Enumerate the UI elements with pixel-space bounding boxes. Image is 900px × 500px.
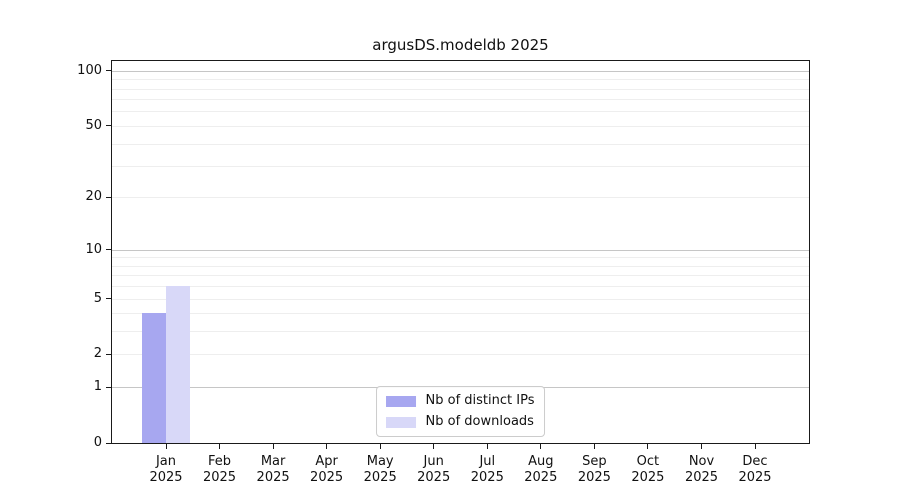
legend-swatch-downloads xyxy=(385,416,416,428)
x-tick xyxy=(219,444,220,449)
y-tick-label: 0 xyxy=(93,435,102,450)
x-tick-label: Oct 2025 xyxy=(631,454,665,485)
y-tick xyxy=(106,196,111,198)
x-tick xyxy=(272,444,274,449)
x-tick xyxy=(379,444,381,449)
y-tick-label: 50 xyxy=(85,117,102,133)
y-tick-label: 1 xyxy=(93,379,102,395)
y-minor-gridline xyxy=(112,298,809,300)
legend: Nb of distinct IPs Nb of downloads xyxy=(375,386,546,437)
y-minor-gridline xyxy=(112,275,809,277)
y-minor-gridline xyxy=(112,286,809,288)
bar-jan-distinct-ips xyxy=(142,313,166,443)
x-tick-label: Nov 2025 xyxy=(684,454,719,485)
x-tick-label: May 2025 xyxy=(363,454,397,485)
y-tick-label: 20 xyxy=(85,189,102,205)
x-tick xyxy=(486,444,488,449)
y-tick xyxy=(106,249,111,251)
x-tick-label: Jan 2025 xyxy=(149,454,183,485)
bar-jan-downloads xyxy=(166,286,190,443)
y-tick xyxy=(106,353,111,355)
y-minor-gridline xyxy=(112,331,809,333)
x-tick xyxy=(540,444,542,449)
x-tick xyxy=(701,444,702,449)
x-tick xyxy=(165,444,167,449)
x-tick xyxy=(326,444,328,449)
x-tick-label: Jun 2025 xyxy=(417,454,451,485)
x-tick-label: Dec 2025 xyxy=(738,454,772,485)
x-tick-label: Mar 2025 xyxy=(256,454,290,485)
y-minor-gridline xyxy=(112,143,809,145)
y-tick-label: 10 xyxy=(85,241,102,257)
x-tick-label: Jul 2025 xyxy=(470,454,504,485)
x-tick-label: Sep 2025 xyxy=(577,454,611,485)
chart-title: argusDS.modeldb 2025 xyxy=(372,36,549,54)
y-minor-gridline xyxy=(112,111,809,113)
x-tick xyxy=(754,444,756,449)
x-tick-label: Apr 2025 xyxy=(310,454,344,485)
y-minor-gridline xyxy=(112,166,809,167)
x-tick xyxy=(433,444,435,449)
legend-label-downloads: Nb of downloads xyxy=(425,414,534,429)
y-minor-gridline xyxy=(112,125,809,127)
plot-area: Nb of distinct IPs Nb of downloads xyxy=(111,60,810,444)
y-major-gridline xyxy=(112,249,809,251)
y-tick xyxy=(106,298,111,299)
x-tick-label: Feb 2025 xyxy=(202,454,237,485)
y-minor-gridline xyxy=(112,99,809,101)
legend-swatch-distinct-ips xyxy=(385,395,416,407)
x-tick xyxy=(647,444,649,449)
legend-item-distinct-ips: Nb of distinct IPs xyxy=(385,393,535,409)
y-minor-gridline xyxy=(112,197,809,199)
y-tick-label: 2 xyxy=(93,346,102,362)
y-tick-label: 100 xyxy=(77,62,102,78)
y-minor-gridline xyxy=(112,257,809,259)
y-tick xyxy=(106,70,111,72)
y-major-gridline xyxy=(112,70,809,72)
y-minor-gridline xyxy=(112,265,809,267)
legend-item-downloads: Nb of downloads xyxy=(385,414,535,430)
y-tick xyxy=(106,386,111,388)
y-tick-label: 5 xyxy=(93,290,102,306)
y-minor-gridline xyxy=(112,88,809,90)
y-tick xyxy=(106,125,111,127)
y-minor-gridline xyxy=(112,79,809,81)
y-minor-gridline xyxy=(112,354,809,356)
legend-label-distinct-ips: Nb of distinct IPs xyxy=(425,393,535,408)
y-minor-gridline xyxy=(112,313,809,315)
y-tick xyxy=(106,442,111,444)
x-tick xyxy=(593,444,595,449)
x-tick-label: Aug 2025 xyxy=(524,454,558,485)
